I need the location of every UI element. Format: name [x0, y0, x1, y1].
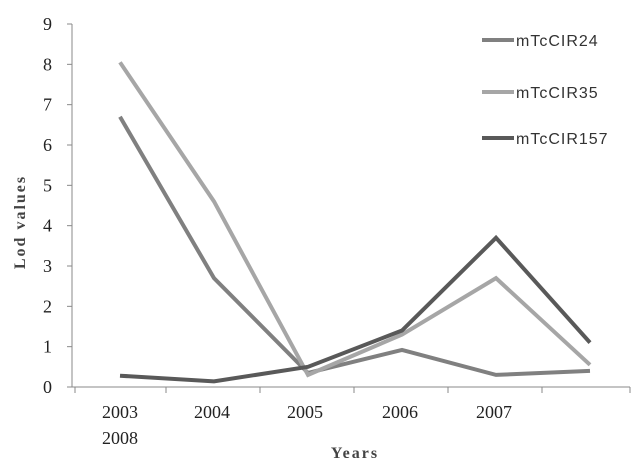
- x-tick-label: 2003: [102, 402, 138, 422]
- y-tick-label: 5: [43, 175, 52, 195]
- y-tick-label: 6: [43, 135, 52, 155]
- x-axis-title: Years: [331, 445, 379, 462]
- y-tick-label: 8: [43, 54, 52, 74]
- legend: mTcCIR24 mTcCIR35 mTcCIR157: [482, 33, 609, 148]
- legend-label: mTcCIR157: [516, 131, 609, 148]
- y-tick-label: 4: [43, 216, 52, 236]
- x-tick-label-extra: 2008: [102, 428, 138, 448]
- x-tick-label: 2004: [194, 402, 230, 422]
- legend-label: mTcCIR24: [516, 33, 599, 50]
- series-line-mTcCIR157: [119, 234, 592, 384]
- y-tick-label: 0: [43, 377, 52, 397]
- y-axis: 0 1 2 3 4 5 6 7 8 9: [43, 14, 73, 397]
- x-tick-label: 2005: [287, 402, 323, 422]
- y-axis-title: Lod values: [12, 175, 29, 269]
- y-tick-label: 2: [43, 296, 52, 316]
- y-tick-label: 9: [43, 14, 52, 34]
- legend-label: mTcCIR35: [516, 85, 599, 102]
- y-tick-label: 7: [43, 95, 52, 115]
- y-tick-label: 1: [43, 337, 52, 357]
- series-lines: [118, 61, 592, 384]
- x-axis: 2003 2004 2005 2006 2007 2008: [72, 386, 631, 448]
- y-tick-label: 3: [43, 256, 52, 276]
- series-line-mTcCIR24: [118, 115, 591, 377]
- series-line-mTcCIR35: [118, 61, 592, 378]
- x-tick-label: 2006: [382, 402, 418, 422]
- x-tick-label: 2007: [476, 402, 512, 422]
